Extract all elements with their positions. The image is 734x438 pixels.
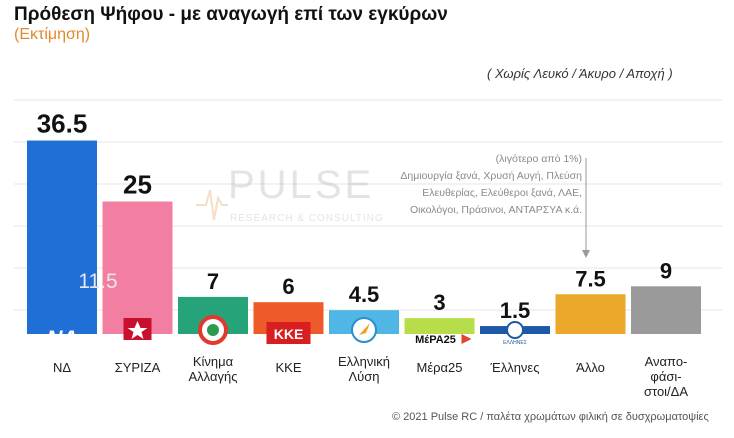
value-label: 36.5	[37, 109, 88, 139]
value-label: 25	[123, 170, 152, 200]
bar-8	[631, 286, 701, 334]
bar-0	[27, 140, 97, 334]
party-logos: ΝΔ ΚΚΕ ΜέΡΑ25 ΕΛΛΗΝΕΣ	[47, 315, 547, 351]
watermark-tagline: RESEARCH & CONSULTING	[230, 213, 384, 224]
mera25-arrow-icon	[461, 334, 472, 344]
value-label: 7	[207, 269, 219, 294]
star-icon	[127, 321, 148, 339]
watermark-brand: PULSE	[228, 163, 374, 207]
value-label: 6	[282, 274, 294, 299]
value-label: 3	[433, 290, 445, 315]
category-label-line: Ελληνική	[338, 354, 390, 369]
category-label: Ελληνική Λύση	[338, 354, 390, 384]
category-label-line: ΚΚΕ	[275, 360, 301, 375]
category-label-line: στοι/ΔΑ	[644, 384, 688, 399]
bar-1	[102, 201, 173, 334]
category-label-line: Άλλο	[576, 360, 605, 375]
category-label-line: Αναπο-	[645, 354, 688, 369]
ellines-dash-right	[537, 327, 547, 332]
category-label: Άλλο	[576, 360, 605, 375]
compass-needle-icon	[359, 323, 370, 335]
chart-title: Πρόθεση Ψήφου - με αναγωγή επί των εγκύρ…	[14, 4, 448, 25]
bar-7	[555, 294, 626, 334]
category-label: Μέρα25	[417, 360, 463, 375]
category-label-line: Κίνημα	[193, 354, 234, 369]
chart-subtitle: (Εκτίμηση)	[14, 26, 91, 43]
ellines-logo-icon	[506, 321, 524, 339]
annotation-line: Δημιουργία ξανά, Χρυσή Αυγή, Πλεύση	[400, 170, 582, 182]
value-label: 7.5	[575, 266, 606, 291]
kke-logo-text: ΚΚΕ	[274, 326, 304, 342]
annotation-arrow-icon	[582, 250, 590, 258]
annotation-line: Οικολόγοι, Πράσινοι, ΑΝΤΑΡΣΥΑ κ.ά.	[410, 204, 582, 216]
value-label: 9	[660, 258, 672, 283]
other-parties-annotation: (λιγότερο από 1%) Δημιουργία ξανά, Χρυσή …	[400, 153, 590, 258]
bar-5	[404, 318, 475, 334]
value-label: 1.5	[500, 298, 531, 323]
category-label: ΝΔ	[53, 360, 71, 375]
chart-note: ( Χωρίς Λευκό / Άκυρο / Αποχή )	[487, 66, 673, 81]
category-label-line: Έλληνες	[490, 360, 540, 375]
value-label: 4.5	[349, 282, 380, 307]
category-label-line: Αλλαγής	[189, 369, 238, 384]
category-label-line: φάσι-	[650, 369, 681, 384]
category-label-line: Μέρα25	[417, 360, 463, 375]
category-label-line: Λύση	[348, 369, 379, 384]
kinal-logo-center	[207, 324, 219, 336]
nd-logo-icon: ΝΔ	[47, 326, 78, 351]
category-label-line: ΣΥΡΙΖΑ	[115, 360, 161, 375]
category-label: ΣΥΡΙΖΑ	[115, 360, 161, 375]
annotation-line: Ελευθερίας, Ελεύθεροι ξανά, ΛΑΕ,	[422, 187, 582, 199]
category-label: ΚΚΕ	[275, 360, 301, 375]
category-label: Έλληνες	[490, 360, 540, 375]
footer-credit: © 2021 Pulse RC / παλέτα χρωμάτων φιλική…	[392, 411, 709, 423]
category-labels: ΝΔ ΣΥΡΙΖΑ Κίνημα Αλλαγής ΚΚΕ Ελληνική Λύση Μέρα…	[53, 354, 688, 399]
ellines-dash-left	[483, 327, 493, 332]
difference-label: 11.5	[78, 270, 117, 293]
kke-logo-icon	[266, 322, 311, 344]
category-label: Αναπο-φάσι-στοι/ΔΑ	[644, 354, 688, 399]
ellines-logo-text: ΕΛΛΗΝΕΣ	[503, 340, 527, 346]
value-labels: 36.5 25 7 6 4.5 3 1.5 7.5 9	[37, 109, 672, 323]
category-label: Κίνημα Αλλαγής	[189, 354, 238, 384]
pulse-wave-icon	[196, 189, 228, 221]
mera25-logo-icon: ΜέΡΑ25	[415, 334, 456, 346]
annotation-line: (λιγότερο από 1%)	[496, 153, 582, 165]
pulse-watermark: PULSE RESEARCH & CONSULTING	[196, 163, 384, 224]
category-label-line: ΝΔ	[53, 360, 71, 375]
